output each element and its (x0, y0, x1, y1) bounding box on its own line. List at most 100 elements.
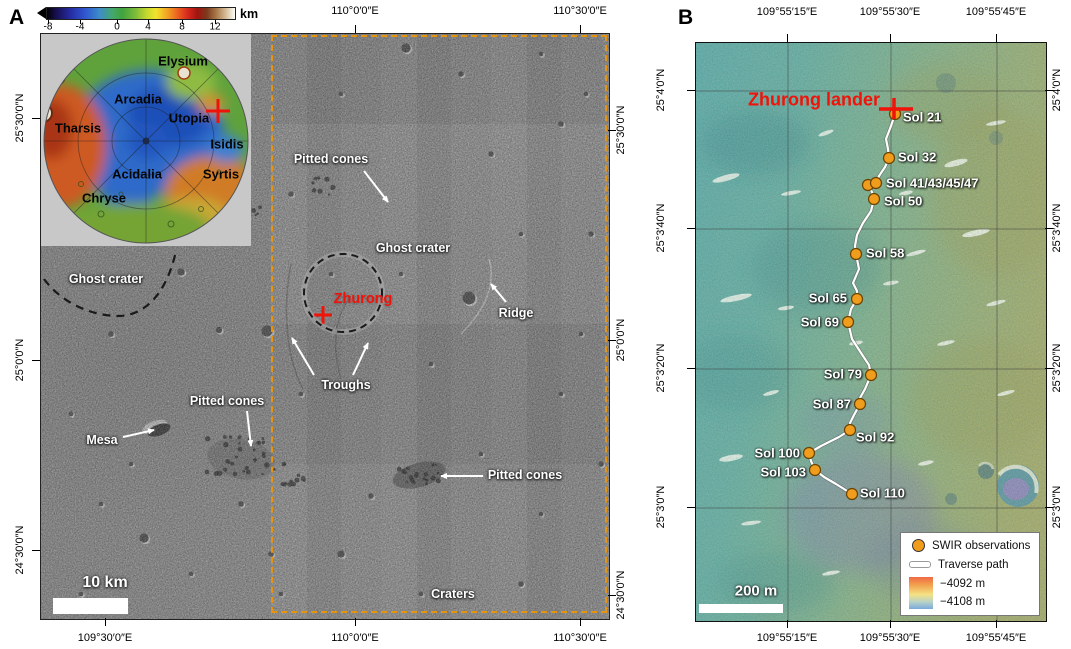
zhurong-lander-label: Zhurong lander (748, 89, 880, 110)
inset-region-label: Chryse (81, 190, 127, 206)
tick-mark (687, 506, 695, 508)
coord-label: 25°3′0″N (655, 485, 667, 529)
coord-label: 24°30′0″N (14, 525, 26, 575)
coord-label: 25°4′0″N (655, 68, 667, 112)
coord-label: 110°30′0″E (553, 632, 607, 644)
swir-observation-dot (841, 315, 855, 329)
scalebar-b-label: 200 m (734, 582, 778, 600)
colorbar-tick-label: 4 (145, 21, 151, 33)
swir-observation-dot (843, 423, 857, 437)
inset-region-label: Elysium (158, 53, 208, 69)
colorbar-left-arrow-icon (37, 7, 46, 19)
scalebar-b (699, 604, 783, 613)
coord-label: 110°30′0″E (553, 5, 607, 17)
tick-mark (354, 618, 356, 626)
tick-mark (32, 549, 40, 551)
legend-traverse-label: Traverse path (938, 558, 1009, 571)
coord-label: 109°30′0″E (77, 632, 133, 644)
inset-region-label: Tharsis (54, 120, 102, 136)
swir-observation-dot (808, 463, 822, 477)
colorbar-tick-label: 8 (179, 21, 185, 33)
tick-mark (687, 367, 695, 369)
inset-region-label: Isidis (210, 136, 244, 152)
colorbar-tick (215, 20, 216, 24)
colorbar-tick-label: -8 (43, 21, 53, 33)
tick-mark (1045, 227, 1053, 229)
panel-b-map: Sol 21 Sol 32 Sol 41/43/45/47 Sol 50 Sol 58 S… (695, 42, 1047, 622)
coord-label: 25°0′0″N (615, 318, 627, 362)
scalebar-a-label: 10 km (82, 574, 128, 591)
map-legend: SWIR observations Traverse path −4092 m … (900, 532, 1040, 616)
colorbar-tick (182, 20, 183, 24)
tick-mark (32, 117, 40, 119)
coord-label: 25°3′40″N (655, 203, 667, 253)
swir-observation-dot (802, 446, 816, 460)
tick-mark (687, 227, 695, 229)
ghost-crater-arc (43, 250, 178, 318)
legend-traverse-row: Traverse path (909, 559, 1033, 571)
swir-observation-dot (882, 151, 896, 165)
tick-mark (608, 339, 616, 341)
lander-cross-icon (879, 98, 913, 119)
inset-region-label: Acidalia (112, 166, 162, 182)
panel-b-letter: B (678, 6, 694, 29)
coord-label: 109°55′30″E (859, 632, 921, 644)
coord-label: 110°0′0″E (331, 5, 379, 17)
colorbar-tick (117, 20, 118, 24)
arrow-icon (122, 428, 155, 438)
inset-region-label: Utopia (168, 110, 210, 126)
panel-a-annotation-marks (43, 170, 507, 479)
coord-label: 25°3′20″N (655, 343, 667, 393)
swir-observation-dot (869, 176, 883, 190)
tick-mark (579, 25, 581, 33)
tick-mark (786, 34, 788, 42)
tick-mark (687, 89, 695, 91)
colorbar-tick (80, 20, 81, 24)
tick-mark (995, 34, 997, 42)
swir-observation-dot (867, 192, 881, 206)
panel-b-overlay (696, 43, 1046, 621)
coord-label: 24°30′0″N (615, 570, 627, 620)
legend-elevation-row: −4092 m −4108 m (909, 577, 1033, 609)
legend-swir-label: SWIR observations (932, 539, 1031, 552)
colorbar-tick (148, 20, 149, 24)
tick-mark (889, 620, 891, 628)
coord-label: 109°55′15″E (756, 6, 818, 18)
tick-mark (608, 129, 616, 131)
tick-mark (786, 620, 788, 628)
tick-mark (354, 25, 356, 33)
coord-label: 109°55′15″E (756, 632, 818, 644)
coord-label: 110°0′0″E (331, 632, 379, 644)
tick-mark (889, 34, 891, 42)
inset-region-label: Arcadia (114, 91, 162, 107)
panel-a-map: Ghost crater Pitted cones Ghost crater Ridg… (40, 33, 610, 620)
coord-label: 109°55′30″E (859, 6, 921, 18)
swir-observation-dot (853, 397, 867, 411)
swir-observation-dot (845, 487, 859, 501)
swir-observation-dot (849, 247, 863, 261)
panel-b-footprint-box (271, 35, 607, 613)
grain-light (696, 43, 1046, 621)
coord-label: 25°30′0″N (615, 105, 627, 155)
elevation-min-label: −4108 m (940, 596, 986, 608)
tick-mark (104, 618, 106, 626)
tick-mark (32, 359, 40, 361)
legend-swir-row: SWIR observations (909, 539, 1033, 552)
swir-dot-icon (912, 539, 925, 552)
tick-mark (995, 620, 997, 628)
traverse-route (802, 98, 913, 501)
tick-mark (1045, 367, 1053, 369)
arrow-icon (363, 170, 389, 203)
arrow-icon (246, 410, 254, 447)
pole-icon (142, 137, 150, 145)
colorbar-gradient (46, 7, 236, 20)
volcano-icon (177, 66, 191, 80)
swir-observation-dot (864, 368, 878, 382)
tick-mark (1045, 89, 1053, 91)
coord-label: 25°30′0″N (14, 93, 26, 143)
colorbar-tick-label: 0 (114, 21, 120, 33)
colorbar-tick (48, 20, 49, 24)
traverse-line-icon (909, 561, 931, 568)
tick-mark (579, 618, 581, 626)
